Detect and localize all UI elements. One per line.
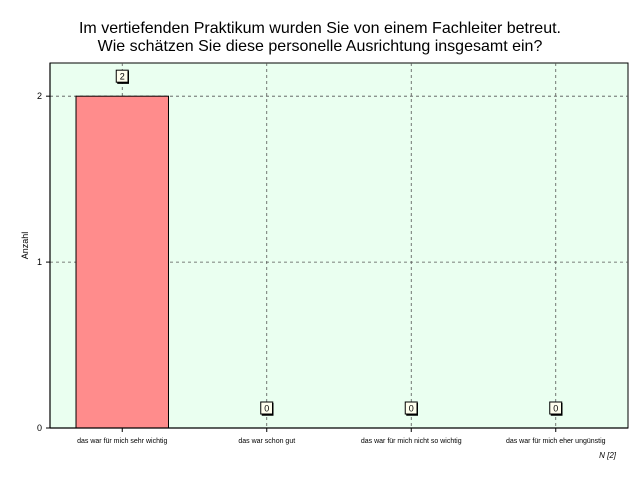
- data-label-2: 0: [260, 401, 274, 416]
- data-label-text-2: 0: [264, 404, 269, 414]
- data-label-shadow-3: [406, 403, 418, 416]
- chart-title-line-2: Wie schätzen Sie diese personelle Ausric…: [97, 38, 543, 55]
- y-tick-label-1: 1: [37, 257, 42, 267]
- category-label-2: das war schon gut: [238, 438, 295, 445]
- axes: [46, 63, 628, 432]
- data-label-text-1: 2: [120, 72, 125, 82]
- labels: 0 1 2 2 das war für mich sehr wichtig 0 das wa…: [37, 69, 606, 445]
- chart-title: Im vertiefenden Praktikum wurden Sie von…: [0, 20, 640, 56]
- data-label-shadow-1: [117, 71, 129, 84]
- data-label-shadow-4: [550, 403, 563, 416]
- bar-1: [75, 95, 169, 429]
- data-label-shadow-2: [261, 403, 274, 416]
- data-label-4: 0: [549, 401, 563, 416]
- data-label-text-4: 0: [553, 404, 558, 414]
- data-label-text-3: 0: [409, 404, 414, 414]
- category-label-1: das war für mich sehr wichtig: [77, 438, 167, 445]
- category-label-3: das war für mich nicht so wichtig: [361, 438, 462, 445]
- y-tick-label-0: 0: [37, 423, 42, 433]
- sample-size-note: N [2]: [599, 451, 617, 460]
- chart-title-line-1: Im vertiefenden Praktikum wurden Sie von…: [78, 20, 561, 37]
- category-label-4: das war für mich eher ungünstig: [506, 438, 606, 445]
- data-label-3: 0: [404, 401, 418, 416]
- y-axis-label: Anzahl: [20, 232, 30, 260]
- data-label-1: 2: [115, 69, 129, 84]
- y-tick-label-2: 2: [37, 91, 42, 101]
- bars: [75, 95, 169, 429]
